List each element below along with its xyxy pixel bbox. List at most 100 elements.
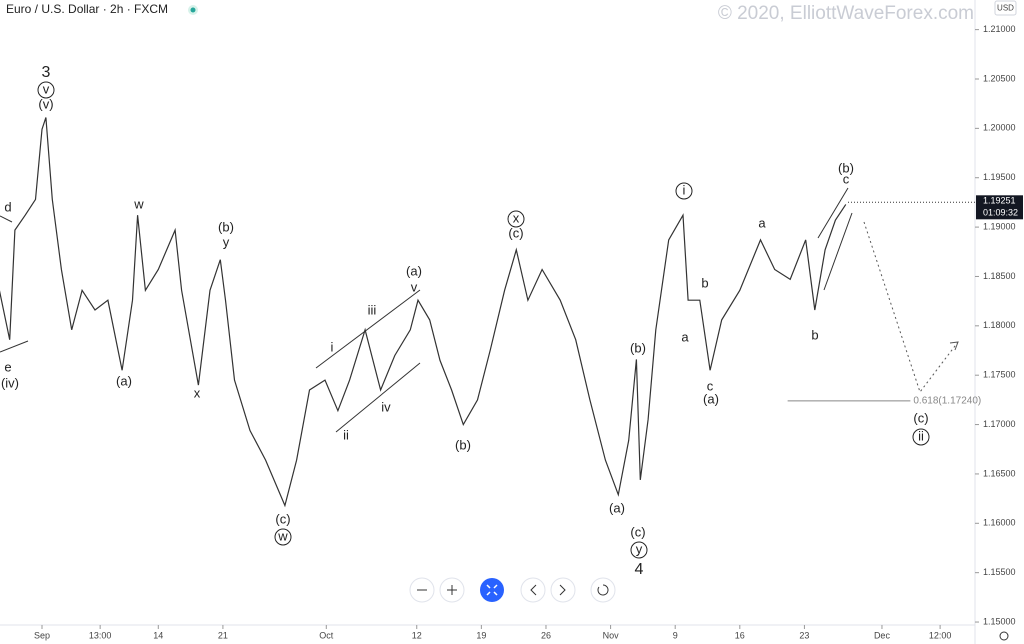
x-tick-label: 26 bbox=[541, 630, 551, 640]
wave-label: (c) bbox=[630, 524, 645, 539]
y-tick-label: 1.15500 bbox=[983, 567, 1016, 577]
wave-label: a bbox=[758, 215, 766, 230]
wave-label: y bbox=[636, 541, 643, 556]
wave-label: 3 bbox=[42, 64, 51, 81]
status-dot-inner bbox=[190, 7, 196, 13]
x-tick-label: Oct bbox=[319, 630, 334, 640]
reset-scale-button[interactable] bbox=[480, 578, 504, 602]
wave-label: x bbox=[513, 210, 520, 225]
reset-button[interactable] bbox=[590, 577, 616, 603]
scroll-left-button[interactable] bbox=[520, 577, 546, 603]
wave-label: x bbox=[194, 385, 201, 400]
channel-line bbox=[0, 215, 13, 223]
x-tick-label: Nov bbox=[603, 630, 620, 640]
wave-label: y bbox=[223, 234, 230, 249]
x-tick-label: 23 bbox=[799, 630, 809, 640]
wave-label: w bbox=[277, 528, 288, 543]
wave-label: b bbox=[811, 327, 818, 342]
scroll-right-button[interactable] bbox=[550, 577, 576, 603]
wave-label: (c) bbox=[913, 410, 928, 425]
y-tick-label: 1.20500 bbox=[983, 73, 1016, 83]
icon bbox=[530, 584, 537, 596]
chart-title: Euro / U.S. Dollar · 2h · FXCM bbox=[6, 2, 168, 16]
wave-label: a bbox=[681, 329, 689, 344]
y-tick-label: 1.19000 bbox=[983, 221, 1016, 231]
icon bbox=[597, 584, 609, 596]
settings-button[interactable] bbox=[999, 631, 1009, 641]
countdown-label: 01:09:32 bbox=[983, 208, 1018, 218]
y-tick-label: 1.15000 bbox=[983, 616, 1016, 626]
last-price-label: 1.19251 bbox=[983, 196, 1016, 206]
last-price-box bbox=[976, 195, 1023, 220]
wave-channels bbox=[0, 187, 853, 433]
wave-circle bbox=[675, 182, 693, 200]
axes: 1.15000 1.15500 1.16000 1.16500 1.17000 1.175… bbox=[34, 24, 1016, 640]
wave-circle bbox=[507, 210, 525, 228]
wave-label: 4 bbox=[635, 561, 644, 578]
price-line bbox=[0, 117, 847, 508]
wave-label: (b) bbox=[455, 437, 471, 452]
x-tick-label: 9 bbox=[673, 630, 678, 640]
wave-label: v bbox=[43, 81, 50, 96]
x-tick-label: 13:00 bbox=[89, 630, 112, 640]
wave-label: c bbox=[707, 378, 714, 393]
wave-label: v bbox=[411, 279, 418, 294]
y-tick-label: 1.19500 bbox=[983, 172, 1016, 182]
wave-label: (c) bbox=[275, 511, 290, 526]
wave-label: w bbox=[133, 196, 144, 211]
fib-label: 0.618(1.17240) bbox=[913, 396, 981, 407]
wave-label: iii bbox=[368, 302, 377, 317]
wave-label: (a) bbox=[609, 500, 625, 515]
x-tick-label: 19 bbox=[476, 630, 486, 640]
wave-label: (a) bbox=[116, 373, 132, 388]
wave-label: i bbox=[331, 339, 334, 354]
wave-label: (a) bbox=[406, 263, 422, 278]
y-tick-label: 1.18500 bbox=[983, 271, 1016, 281]
channel-line bbox=[0, 340, 29, 353]
wave-label: (v) bbox=[38, 96, 53, 111]
channel-line bbox=[315, 289, 421, 369]
toolbar bbox=[409, 577, 616, 603]
y-tick-label: 1.16000 bbox=[983, 518, 1016, 528]
x-tick-label: Dec bbox=[874, 630, 891, 640]
wave-circle bbox=[274, 528, 292, 546]
wave-label: i bbox=[683, 182, 686, 197]
currency-button[interactable] bbox=[994, 0, 1017, 16]
x-tick-label: 16 bbox=[735, 630, 745, 640]
wave-circle bbox=[912, 428, 930, 446]
x-tick-label: 12 bbox=[412, 630, 422, 640]
wave-label: (b) bbox=[630, 340, 646, 355]
wave-label: (b) bbox=[218, 219, 234, 234]
wave-label: (c) bbox=[508, 225, 523, 240]
channel-line bbox=[335, 362, 421, 433]
wedge-line bbox=[817, 187, 849, 239]
y-tick-label: 1.16500 bbox=[983, 468, 1016, 478]
y-tick-label: 1.20000 bbox=[983, 123, 1016, 133]
projection-arrow bbox=[949, 341, 959, 351]
wave-circle bbox=[37, 81, 55, 99]
y-tick-label: 1.17500 bbox=[983, 370, 1016, 380]
y-tick-label: 1.18000 bbox=[983, 320, 1016, 330]
wave-circle bbox=[630, 541, 648, 559]
watermark: © 2020, ElliottWaveForex.com bbox=[718, 3, 974, 24]
x-tick-label: 12:00 bbox=[929, 630, 952, 640]
icon bbox=[486, 584, 498, 596]
wave-label: (b) bbox=[838, 160, 854, 175]
wave-label: (iv) bbox=[1, 375, 19, 390]
y-tick-label: 1.17000 bbox=[983, 419, 1016, 429]
wave-label: (a) bbox=[703, 391, 719, 406]
currency-label[interactable]: USD bbox=[997, 4, 1014, 13]
wave-label: b bbox=[701, 275, 708, 290]
projection-path bbox=[863, 221, 959, 394]
wave-label: iv bbox=[381, 399, 391, 414]
x-tick-label: 21 bbox=[218, 630, 228, 640]
wave-label: c bbox=[843, 171, 850, 186]
wave-label: e bbox=[4, 359, 11, 374]
wedge-line bbox=[823, 212, 853, 291]
icon bbox=[559, 584, 566, 596]
icon bbox=[447, 585, 457, 595]
wave-label: d bbox=[4, 199, 11, 214]
wave-label: ii bbox=[343, 427, 349, 442]
